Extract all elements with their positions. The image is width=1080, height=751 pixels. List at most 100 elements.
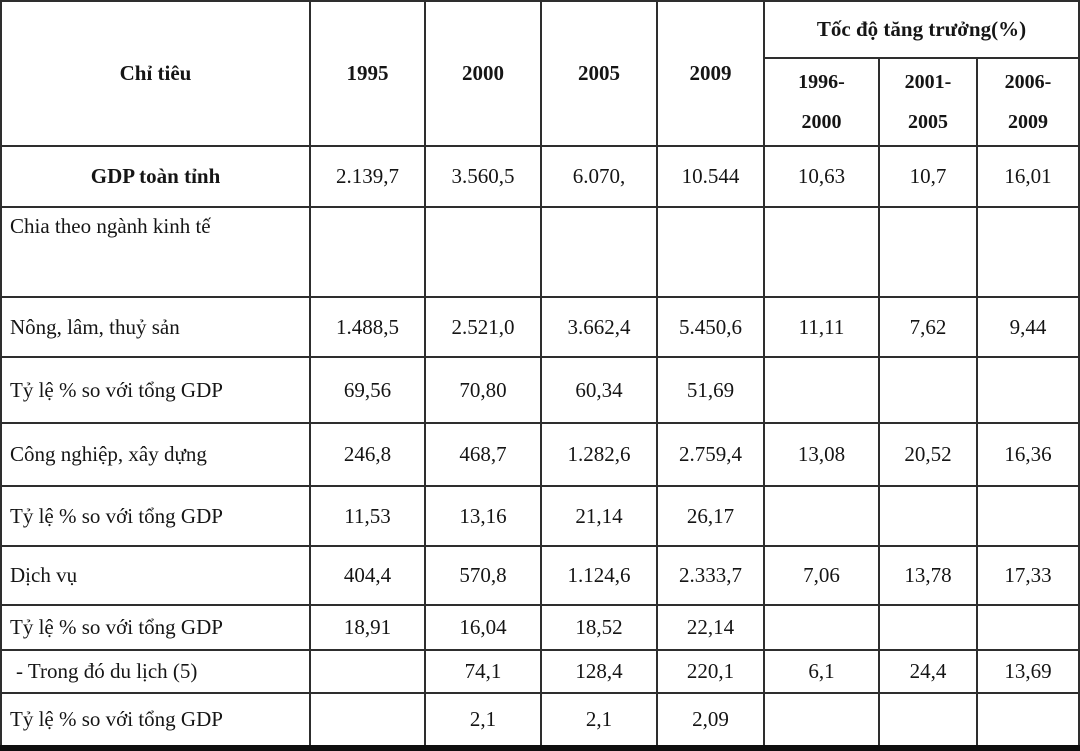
value-cell: 2.759,4 (656, 422, 765, 487)
value-cell: 74,1 (424, 649, 542, 694)
table-row: Nông, lâm, thuỷ sản 1.488,5 2.521,0 3.662,4… (0, 296, 1080, 358)
table-row: Chia theo ngành kinh tế (0, 205, 1080, 299)
value-cell: 128,4 (540, 649, 658, 694)
table-row: GDP toàn tỉnh 2.139,7 3.560,5 6.070, 10.544 1… (0, 145, 1080, 208)
value-cell: 1.282,6 (540, 422, 658, 487)
row-label: Chia theo ngành kinh tế (0, 205, 311, 299)
value-cell: 7,62 (878, 296, 978, 358)
value-cell (878, 205, 978, 299)
value-cell: 13,16 (424, 484, 542, 548)
header-year-2009: 2009 (656, 0, 765, 147)
value-cell: 246,8 (309, 422, 426, 487)
value-cell: 17,33 (976, 545, 1080, 606)
value-cell: 13,69 (976, 649, 1080, 694)
value-cell: 570,8 (424, 545, 542, 606)
row-label: Tỷ lệ % so với tổng GDP (0, 691, 311, 749)
value-cell: 60,34 (540, 355, 658, 425)
row-label: Tỷ lệ % so với tổng GDP (0, 484, 311, 548)
header-row-top: Chỉ tiêu 1995 2000 2005 2009 Tốc độ tăng… (0, 0, 1080, 147)
value-cell (878, 603, 978, 652)
table-row: Tỷ lệ % so với tổng GDP 2,1 2,1 2,09 (0, 691, 1080, 749)
value-cell: 7,06 (763, 545, 880, 606)
table-header: Chỉ tiêu 1995 2000 2005 2009 Tốc độ tăng… (0, 0, 1080, 147)
table-row: - Trong đó du lịch (5) 74,1 128,4 220,1 6,1 2… (0, 649, 1080, 694)
value-cell: 220,1 (656, 649, 765, 694)
table-row: Tỷ lệ % so với tổng GDP 11,53 13,16 21,14 26… (0, 484, 1080, 548)
value-cell: 10,63 (763, 145, 880, 208)
value-cell: 16,36 (976, 422, 1080, 487)
value-cell (976, 355, 1080, 425)
value-cell: 24,4 (878, 649, 978, 694)
header-year-1995: 1995 (309, 0, 426, 147)
value-cell: 1.124,6 (540, 545, 658, 606)
value-cell: 468,7 (424, 422, 542, 487)
value-cell: 2,09 (656, 691, 765, 749)
value-cell (309, 205, 426, 299)
header-year-2000: 2000 (424, 0, 542, 147)
header-row-periods: 1996- 2000 2001- 2005 2006- 2009 (1, 57, 1080, 147)
table-row: Tỷ lệ % so với tổng GDP 69,56 70,80 60,34 51… (0, 355, 1080, 425)
row-label: Nông, lâm, thuỷ sản (0, 296, 311, 358)
value-cell (976, 691, 1080, 749)
value-cell (763, 205, 880, 299)
value-cell: 20,52 (878, 422, 978, 487)
value-cell (763, 691, 880, 749)
value-cell: 6.070, (540, 145, 658, 208)
value-cell: 3.662,4 (540, 296, 658, 358)
header-period-1996-2000: 1996- 2000 (763, 57, 880, 147)
table-row: Công nghiệp, xây dựng 246,8 468,7 1.282,6 2.… (0, 422, 1080, 487)
value-cell: 51,69 (656, 355, 765, 425)
value-cell: 26,17 (656, 484, 765, 548)
value-cell: 5.450,6 (656, 296, 765, 358)
value-cell: 22,14 (656, 603, 765, 652)
value-cell: 10,7 (878, 145, 978, 208)
value-cell (540, 205, 658, 299)
value-cell (309, 649, 426, 694)
value-cell: 16,04 (424, 603, 542, 652)
value-cell (878, 691, 978, 749)
row-label: GDP toàn tỉnh (0, 145, 311, 208)
value-cell: 16,01 (976, 145, 1080, 208)
value-cell: 70,80 (424, 355, 542, 425)
value-cell: 1.488,5 (309, 296, 426, 358)
value-cell (424, 205, 542, 299)
header-period-2001-2005: 2001- 2005 (878, 57, 978, 147)
value-cell: 6,1 (763, 649, 880, 694)
value-cell: 404,4 (309, 545, 426, 606)
value-cell: 13,08 (763, 422, 880, 487)
value-cell (976, 603, 1080, 652)
value-cell: 2,1 (540, 691, 658, 749)
value-cell: 11,11 (763, 296, 880, 358)
value-cell (976, 205, 1080, 299)
value-cell (878, 484, 978, 548)
header-year-2005: 2005 (540, 0, 658, 147)
table-body: GDP toàn tỉnh 2.139,7 3.560,5 6.070, 10.544 1… (0, 145, 1080, 749)
table-row: Tỷ lệ % so với tổng GDP 18,91 16,04 18,52 22… (0, 603, 1080, 652)
table-row: Dịch vụ 404,4 570,8 1.124,6 2.333,7 7,06 13,78… (0, 545, 1080, 606)
value-cell (763, 355, 880, 425)
value-cell: 2.333,7 (656, 545, 765, 606)
value-cell: 69,56 (309, 355, 426, 425)
value-cell (763, 484, 880, 548)
value-cell: 9,44 (976, 296, 1080, 358)
value-cell (878, 355, 978, 425)
row-label: Công nghiệp, xây dựng (0, 422, 311, 487)
row-label: - Trong đó du lịch (5) (0, 649, 311, 694)
value-cell: 2.521,0 (424, 296, 542, 358)
value-cell (976, 484, 1080, 548)
value-cell: 18,91 (309, 603, 426, 652)
value-cell: 13,78 (878, 545, 978, 606)
header-indicator: Chỉ tiêu (0, 0, 311, 147)
value-cell: 2.139,7 (309, 145, 426, 208)
header-growth-group: Tốc độ tăng trưởng(%) (763, 0, 1080, 59)
value-cell (309, 691, 426, 749)
row-label: Tỷ lệ % so với tổng GDP (0, 603, 311, 652)
row-label: Dịch vụ (0, 545, 311, 606)
value-cell (656, 205, 765, 299)
value-cell (763, 603, 880, 652)
value-cell: 2,1 (424, 691, 542, 749)
value-cell: 10.544 (656, 145, 765, 208)
value-cell: 11,53 (309, 484, 426, 548)
